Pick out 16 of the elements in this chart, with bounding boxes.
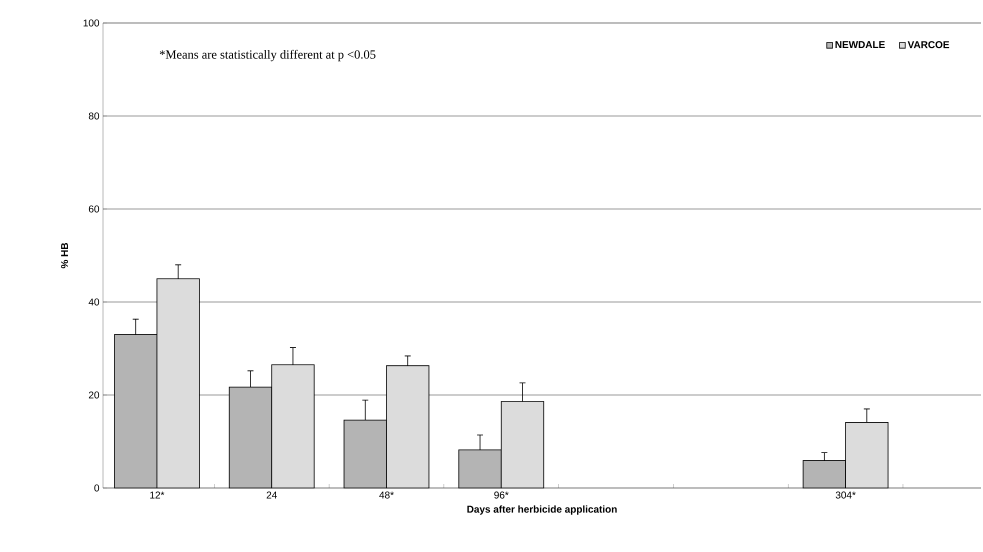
y-tick-label: 60	[88, 205, 100, 213]
y-tick-label: 80	[88, 112, 100, 120]
x-axis-title: Days after herbicide application	[467, 505, 617, 515]
y-axis-title: % HB	[61, 242, 68, 268]
y-tick-label: 0	[94, 484, 100, 492]
x-tick-label: 24	[266, 492, 277, 498]
y-tick-label: 20	[88, 391, 100, 399]
x-tick-label: 48*	[379, 492, 394, 499]
legend-label: VARCOE	[908, 41, 950, 48]
x-tick-label: 12*	[150, 492, 164, 498]
y-tick-label: 100	[84, 19, 100, 27]
annotation: *Means are statistically different at p <0.05	[160, 50, 376, 62]
y-tick-label: 40	[88, 298, 100, 306]
x-tick-label: 96*	[494, 492, 509, 499]
x-tick-label: 304*	[836, 492, 856, 499]
legend-label: NEWDALE	[836, 41, 885, 48]
